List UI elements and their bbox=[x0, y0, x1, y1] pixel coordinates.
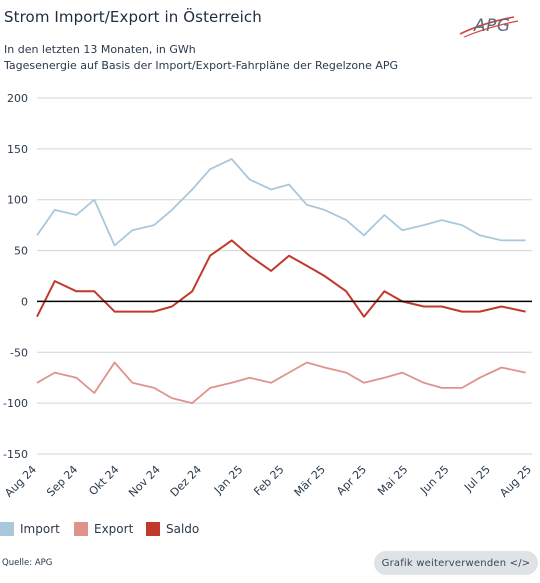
legend-item-export[interactable]: Export bbox=[74, 522, 133, 536]
series-line-saldo bbox=[36, 239, 526, 318]
series-line-export bbox=[36, 361, 526, 405]
logo-swoosh-icon bbox=[459, 16, 519, 38]
reuse-graphic-button[interactable]: Grafik weiterverwenden </> bbox=[374, 551, 538, 575]
y-tick-label: 150 bbox=[7, 143, 28, 156]
x-tick-label: Sep 24 bbox=[44, 463, 80, 499]
legend-item-saldo[interactable]: Saldo bbox=[146, 522, 199, 536]
chart-title: Strom Import/Export in Österreich bbox=[4, 8, 262, 26]
legend-item-import[interactable]: Import bbox=[0, 522, 60, 536]
y-tick-labels: 200 150 100 50 0 -50 -100 -150 bbox=[3, 92, 28, 461]
x-tick-label: Aug 24 bbox=[2, 463, 39, 500]
y-tick-label: -50 bbox=[10, 346, 28, 359]
legend-swatch-export bbox=[74, 522, 88, 536]
x-tick-label: Jul 25 bbox=[461, 463, 493, 495]
series-lines bbox=[36, 158, 526, 405]
y-tick-label: 200 bbox=[7, 92, 28, 105]
x-tick-label: Aug 25 bbox=[497, 463, 534, 500]
y-tick-label: 100 bbox=[7, 194, 28, 207]
grid-lines bbox=[37, 97, 532, 455]
legend-label-import: Import bbox=[20, 522, 60, 536]
x-tick-label: Dez 24 bbox=[168, 463, 204, 499]
y-tick-label: -150 bbox=[3, 448, 28, 461]
x-tick-labels: Aug 24 Sep 24 Okt 24 Nov 24 Dez 24 Jan 25 Feb … bbox=[2, 463, 534, 500]
x-tick-label: Jun 25 bbox=[417, 463, 451, 497]
y-tick-label: 0 bbox=[21, 295, 28, 308]
line-chart: 200 150 100 50 0 -50 -100 -150 Aug 24 Sep 24 Okt … bbox=[2, 92, 534, 500]
x-tick-label: Jan 25 bbox=[211, 463, 245, 497]
x-tick-label: Nov 24 bbox=[126, 463, 163, 500]
series-line-import bbox=[36, 158, 526, 247]
x-tick-label: Feb 25 bbox=[251, 463, 286, 498]
legend-label-saldo: Saldo bbox=[166, 522, 200, 536]
chart-subtitle-1: In den letzten 13 Monaten, in GWh bbox=[4, 43, 196, 56]
x-tick-label: Mai 25 bbox=[375, 463, 410, 498]
chart-subtitle-2: Tagesenergie auf Basis der Import/Export… bbox=[4, 59, 399, 72]
y-tick-label: 50 bbox=[14, 245, 28, 258]
x-tick-label: Apr 25 bbox=[334, 463, 369, 498]
source-note: Quelle: APG bbox=[2, 558, 53, 568]
apg-logo: APG bbox=[458, 12, 524, 40]
x-tick-label: Mär 25 bbox=[292, 463, 328, 499]
y-tick-label: -100 bbox=[3, 397, 28, 410]
legend-swatch-saldo bbox=[146, 522, 160, 536]
legend-label-export: Export bbox=[94, 522, 134, 536]
legend-swatch-import bbox=[0, 522, 14, 536]
x-tick-label: Okt 24 bbox=[86, 463, 121, 498]
logo-text: APG bbox=[474, 16, 511, 36]
